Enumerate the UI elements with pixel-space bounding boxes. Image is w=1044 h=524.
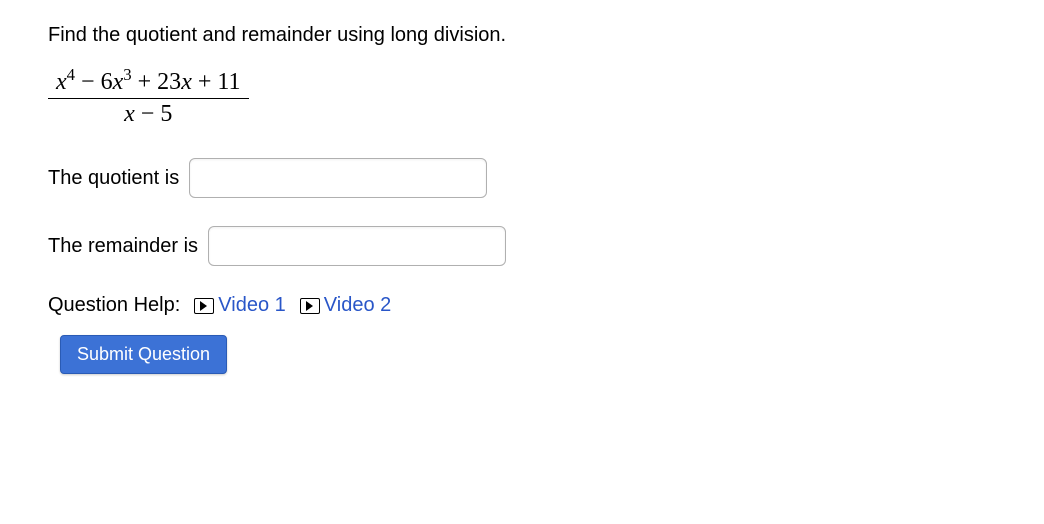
question-help-row: Question Help: Video 1 Video 2: [48, 294, 996, 317]
quotient-input[interactable]: [189, 158, 487, 198]
video-play-icon: [194, 298, 214, 314]
submit-question-button[interactable]: Submit Question: [60, 335, 227, 374]
remainder-input[interactable]: [208, 226, 506, 266]
remainder-label: The remainder is: [48, 235, 198, 258]
remainder-row: The remainder is: [48, 226, 996, 266]
quotient-row: The quotient is: [48, 158, 996, 198]
question-prompt: Find the quotient and remainder using lo…: [48, 24, 996, 47]
video-1-label: Video 1: [218, 294, 285, 317]
fraction-denominator: x − 5: [48, 99, 249, 128]
video-1-link[interactable]: Video 1: [194, 294, 285, 317]
quotient-label: The quotient is: [48, 167, 179, 190]
question-help-label: Question Help:: [48, 294, 180, 317]
video-play-icon: [300, 298, 320, 314]
video-2-link[interactable]: Video 2: [300, 294, 391, 317]
video-2-label: Video 2: [324, 294, 391, 317]
math-expression: x4 − 6x3 + 23x + 11 x − 5: [48, 69, 249, 128]
fraction-numerator: x4 − 6x3 + 23x + 11: [48, 69, 249, 99]
